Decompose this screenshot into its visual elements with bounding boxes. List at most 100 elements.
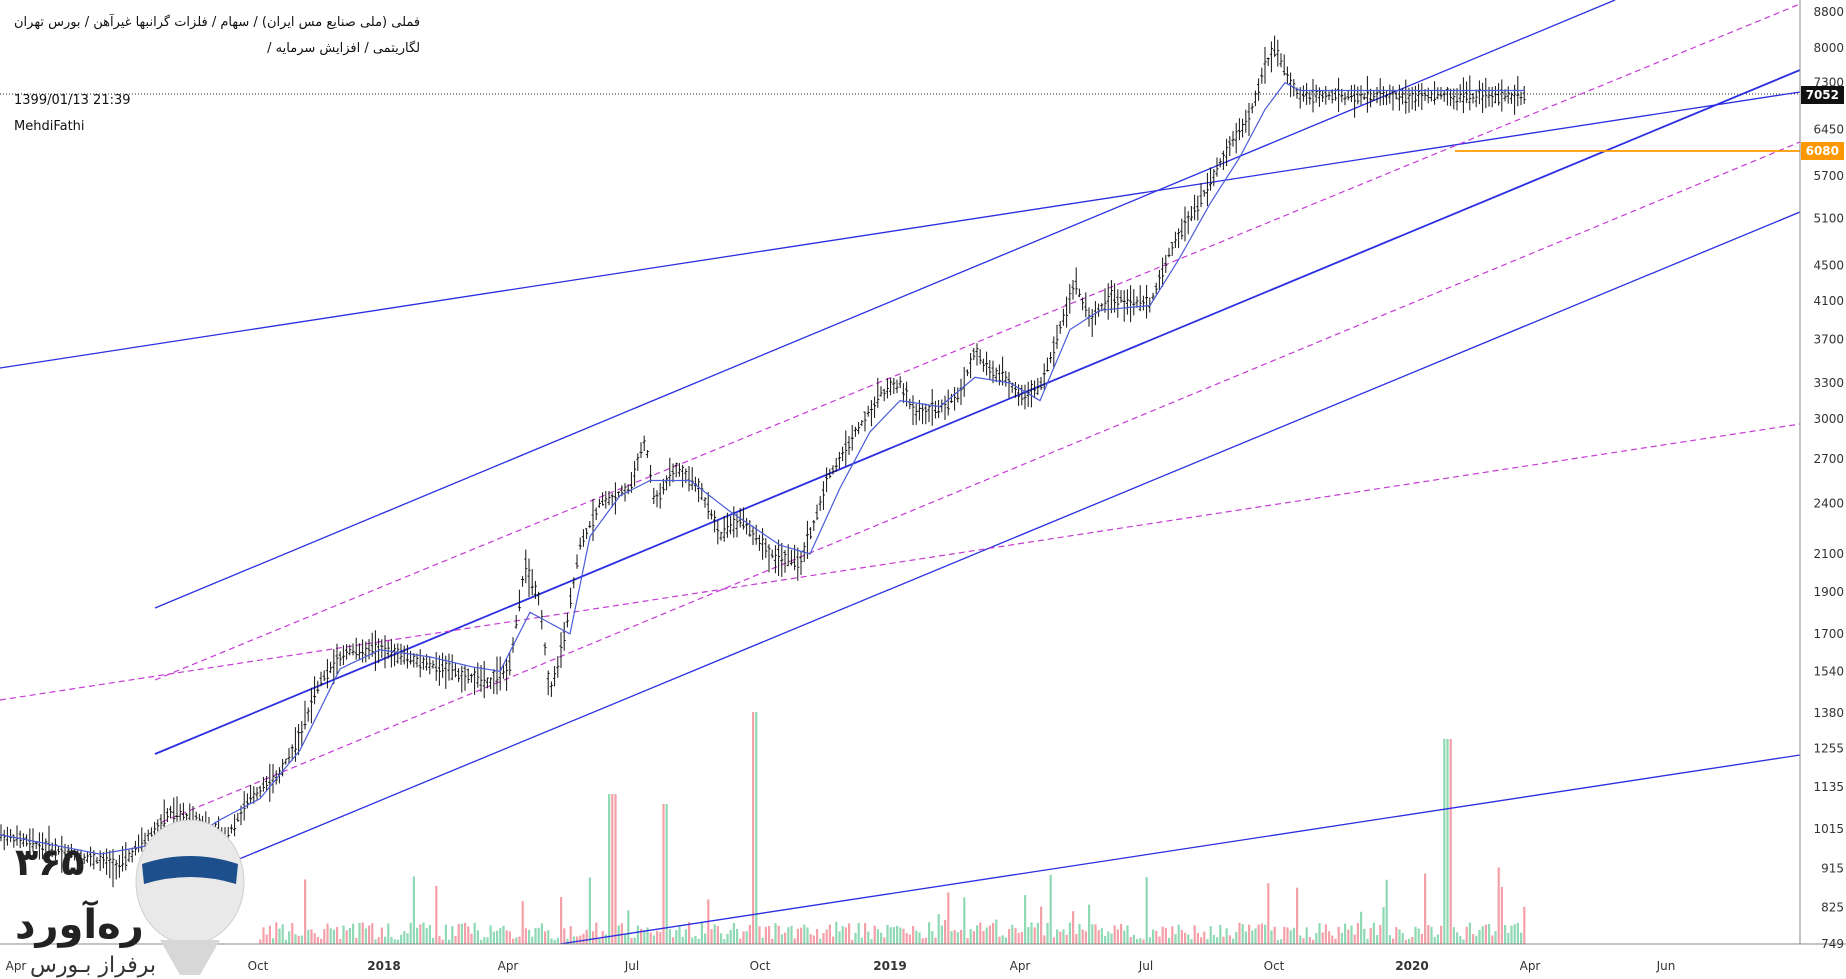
volume-bar (1484, 924, 1487, 944)
volume-bar (1190, 939, 1193, 944)
volume-bar (300, 935, 303, 944)
volume-bar (1238, 922, 1241, 944)
volume-bar (1363, 928, 1366, 944)
volume-bar (899, 927, 902, 944)
volume-bar (800, 927, 803, 944)
volume-bar (438, 935, 441, 944)
volume-bar (1225, 928, 1228, 944)
dashed-middle[interactable] (161, 141, 1801, 823)
volume-bar (1158, 936, 1161, 944)
volume-bar (774, 923, 777, 944)
volume-bar (1081, 929, 1084, 944)
volume-bar (521, 901, 524, 944)
volume-bar (1014, 927, 1017, 944)
volume-bar (1200, 937, 1203, 944)
volume-bar (1212, 934, 1215, 944)
dashed-upper[interactable] (154, 3, 1801, 681)
volume-bar (784, 932, 787, 944)
volume-bar (1424, 873, 1427, 944)
volume-bar (416, 927, 419, 944)
volume-bar (467, 926, 470, 944)
volume-bar (1296, 887, 1299, 944)
volume-bar (547, 930, 550, 944)
volume-bar (278, 928, 281, 944)
volume-bar (364, 928, 367, 944)
volume-bar (1369, 928, 1372, 944)
volume-bar (371, 923, 374, 944)
volume-bar (732, 922, 735, 944)
volume-bar (684, 929, 687, 944)
volume-bar (646, 927, 649, 944)
volume-bar (988, 925, 991, 944)
channel-middle-line[interactable] (154, 69, 1801, 755)
volume-bar (1107, 931, 1110, 944)
volume-bar (1315, 933, 1318, 944)
volume-bar (1235, 931, 1238, 944)
channel-upper-line[interactable] (154, 0, 1616, 609)
dashed-lines[interactable] (0, 3, 1801, 823)
volume-bar (1385, 879, 1388, 944)
volume-bar (307, 929, 310, 944)
volume-bar (595, 922, 598, 944)
volume-bar (297, 935, 300, 944)
y-tick-label: 825 (1821, 900, 1844, 914)
volume-bar (736, 928, 739, 944)
dashed-fan[interactable] (0, 423, 1801, 701)
level-price-tag: 6080 (1800, 142, 1844, 160)
trendlines[interactable] (0, 0, 1801, 945)
volume-bar (1139, 938, 1142, 944)
volume-bar (486, 937, 489, 944)
volume-bar (1084, 931, 1087, 944)
volume-bar (550, 938, 553, 944)
volume-bar (1507, 932, 1510, 944)
volume-bar (777, 925, 780, 944)
volume-bar (1430, 926, 1433, 944)
author-name: MehdiFathi (14, 119, 85, 134)
volume-bar (912, 926, 915, 944)
volume-bar (1414, 926, 1417, 944)
volume-bar (537, 928, 540, 944)
volume-bar (1488, 923, 1491, 944)
volume-bar (1504, 925, 1507, 944)
volume-bar (1516, 922, 1519, 944)
volume-bar (1468, 922, 1471, 944)
volume-bar (1500, 886, 1503, 944)
bottom-trendline[interactable] (559, 754, 1801, 945)
volume-bar (1523, 906, 1526, 944)
volume-bar (483, 937, 486, 944)
volume-bar (284, 939, 287, 944)
y-tick-label: 5700 (1813, 169, 1844, 183)
volume-bar (1302, 938, 1305, 944)
y-tick-label: 749 (1821, 937, 1844, 951)
volume-bar (1004, 937, 1007, 944)
volume-bar (422, 922, 425, 944)
volume-bar (1056, 929, 1059, 944)
volume-bar (454, 936, 457, 944)
long-trendline[interactable] (0, 91, 1801, 369)
volume-bar (752, 712, 755, 944)
volume-bar (1452, 927, 1455, 944)
volume-bar (1049, 874, 1052, 944)
volume-bar (1104, 935, 1107, 944)
volume-bar (1347, 929, 1350, 944)
volume-bar (822, 933, 825, 944)
volume-bar (992, 922, 995, 944)
x-tick-label: Apr (1010, 959, 1031, 973)
volume-bar (838, 931, 841, 944)
volume-bar (1472, 934, 1475, 944)
volume-bar (1366, 938, 1369, 944)
volume-bar (956, 932, 959, 944)
volume-bar (889, 927, 892, 944)
volume-bar (1033, 927, 1036, 944)
volume-bar (1353, 934, 1356, 944)
volume-bar (672, 937, 675, 944)
volume-bar (339, 938, 342, 944)
volume-bar (1078, 923, 1081, 944)
channel-lower-line[interactable] (231, 211, 1801, 863)
volume-bar (1465, 926, 1468, 944)
volume-bar (604, 934, 607, 944)
volume-bar (412, 876, 415, 944)
volume-bar (640, 928, 643, 944)
chart-info: 1399/01/13 21:39 MehdiFathi (14, 88, 131, 140)
